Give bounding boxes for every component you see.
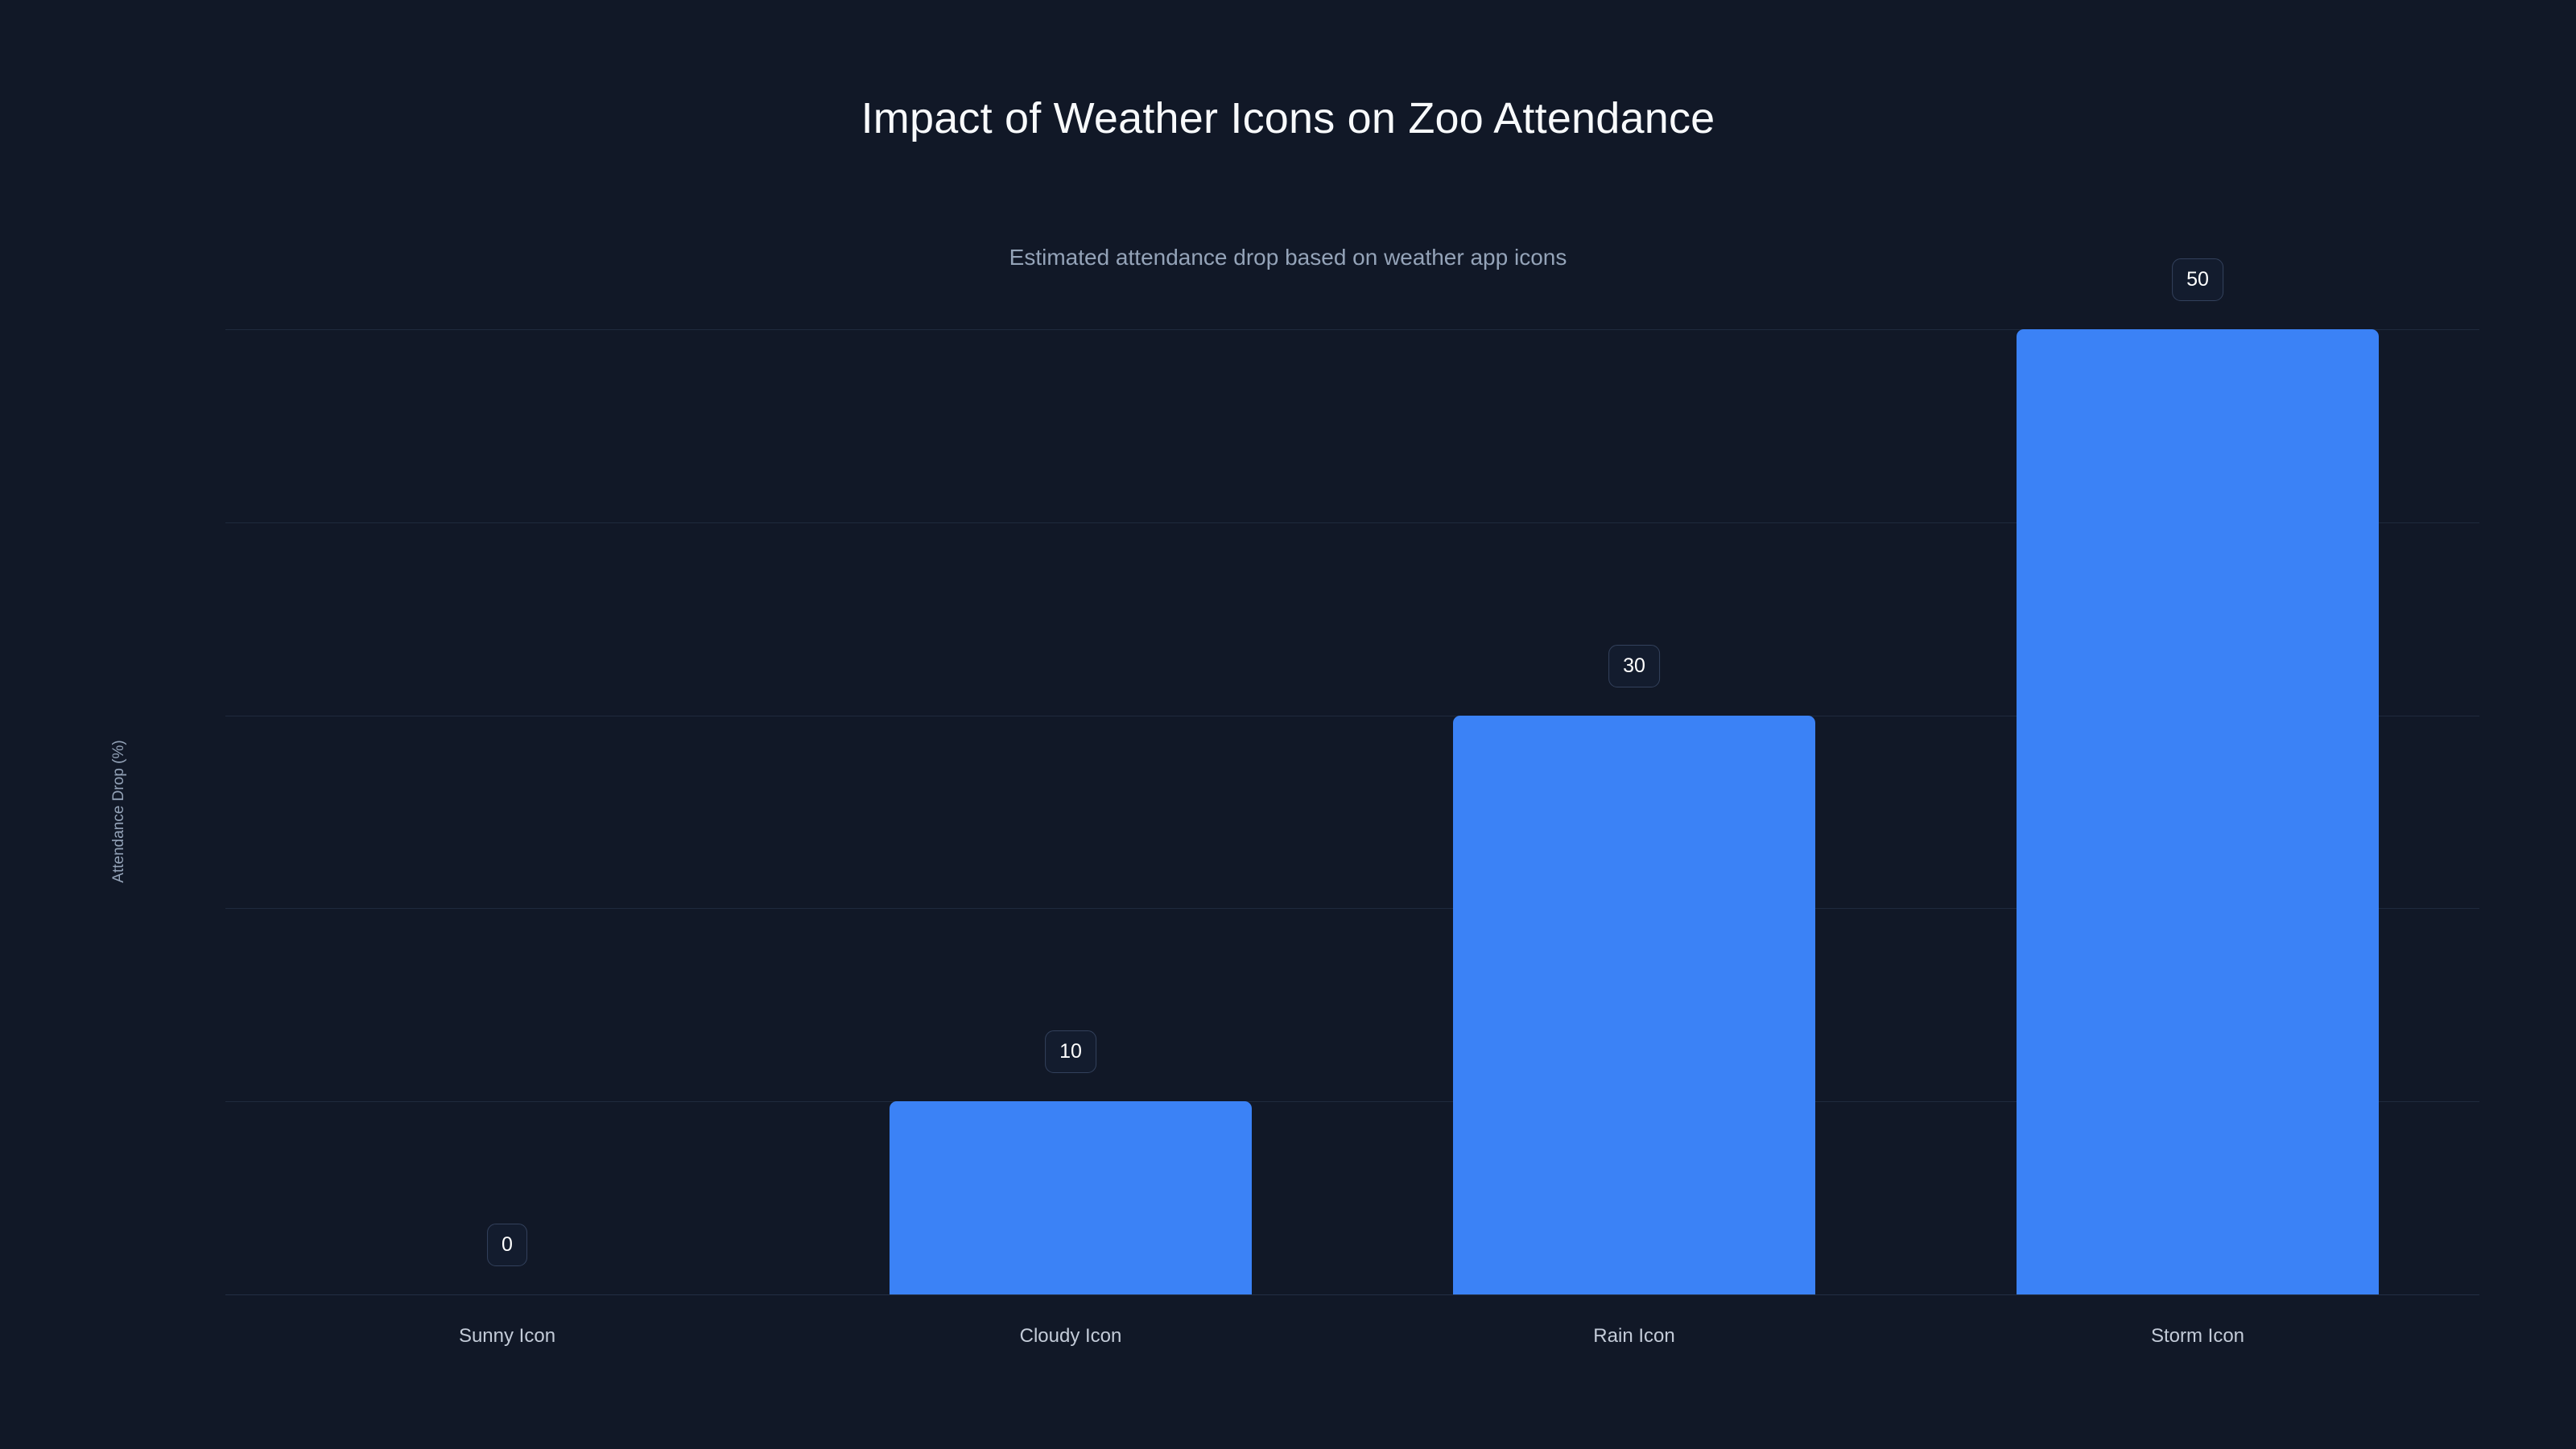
bar[interactable]	[1453, 715, 1815, 1294]
bar-value-label: 30	[1608, 644, 1660, 687]
bar-value-label: 0	[487, 1224, 527, 1266]
x-axis-tick-label: Storm Icon	[2150, 1325, 2245, 1347]
y-axis-title: Attendance Drop (%)	[110, 740, 127, 883]
gridline	[225, 908, 2479, 910]
gridline	[225, 522, 2479, 523]
bar[interactable]	[890, 1101, 1252, 1294]
gridline	[225, 329, 2479, 330]
bar-value-label: 50	[2172, 258, 2223, 301]
gridline	[225, 1294, 2479, 1295]
chart-subtitle: Estimated attendance drop based on weath…	[1009, 245, 1567, 270]
page-title: Impact of Weather Icons on Zoo Attendanc…	[861, 94, 1715, 142]
bar[interactable]	[2017, 329, 2379, 1294]
x-axis-tick-label: Cloudy Icon	[1019, 1325, 1122, 1347]
bar-value-label: 10	[1045, 1030, 1096, 1074]
gridline	[225, 1101, 2479, 1103]
x-axis-tick-label: Sunny Icon	[458, 1325, 556, 1347]
x-axis-tick-label: Rain Icon	[1593, 1325, 1675, 1347]
